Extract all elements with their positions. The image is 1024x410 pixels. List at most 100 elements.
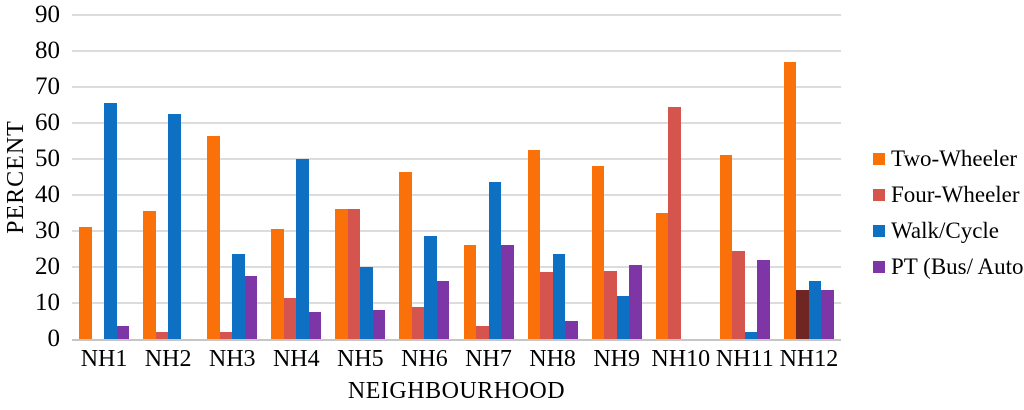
x-tick-label: NH2 (144, 346, 192, 372)
bar (411, 306, 425, 339)
bar-group (136, 15, 200, 339)
bar (347, 209, 361, 339)
bar (219, 331, 233, 339)
bar (821, 290, 834, 339)
grid-line (72, 158, 841, 160)
bar (296, 159, 309, 339)
x-tick-label: NH1 (80, 346, 128, 372)
x-tick-label: NH4 (272, 346, 320, 372)
bar-groups (72, 15, 841, 339)
y-tick-label: 70 (35, 73, 60, 100)
bar (719, 155, 733, 339)
legend-item: Four-Wheeler (873, 182, 1024, 208)
bar (232, 254, 245, 339)
x-tick-label: NH9 (593, 346, 640, 372)
x-tick-label: NH12 (779, 346, 839, 372)
bar (335, 209, 348, 339)
bar (552, 254, 566, 339)
legend-label: PT (Bus/ Auto) (891, 254, 1024, 279)
grid-line (72, 230, 841, 232)
legend-swatch (873, 261, 885, 273)
grid-line (72, 302, 841, 304)
y-tick-label: 20 (35, 253, 60, 280)
bar (668, 106, 681, 339)
grid-line (72, 122, 841, 124)
x-axis-line (72, 339, 841, 341)
x-tick-label: NH11 (715, 346, 774, 372)
legend-label: Four-Wheeler (891, 182, 1020, 207)
bar (271, 229, 284, 339)
y-tick-label: 0 (47, 325, 61, 352)
plot-area (72, 14, 841, 341)
bar-group (456, 15, 520, 339)
x-tick-label: NH8 (529, 346, 576, 372)
grid-line (72, 50, 841, 52)
bar-group (777, 15, 841, 339)
bar (591, 166, 605, 339)
bar-group (264, 15, 328, 339)
x-tick-label: NH6 (401, 346, 448, 372)
bar-group (72, 15, 136, 339)
bar (540, 272, 553, 339)
y-tick-label: 90 (35, 1, 60, 28)
legend-swatch (873, 225, 885, 237)
y-tick-label: 80 (35, 37, 60, 64)
grid-line (72, 86, 841, 88)
x-tick-label: NH3 (208, 346, 256, 372)
bar (757, 259, 770, 339)
grid-line (72, 14, 841, 16)
legend-item: Walk/Cycle (873, 218, 1024, 244)
bar (244, 276, 258, 339)
bar-group (649, 15, 713, 339)
bar (488, 182, 501, 339)
grid-line (72, 194, 841, 196)
bar (796, 290, 809, 339)
bar-group (392, 15, 456, 339)
bar (476, 326, 489, 339)
bar (629, 265, 642, 339)
bar (616, 295, 630, 339)
legend-label: Walk/Cycle (891, 218, 1000, 243)
bar (655, 213, 669, 339)
legend-swatch (873, 189, 885, 201)
bar (155, 331, 169, 339)
legend-swatch (873, 153, 885, 165)
legend-label: Two-Wheeler (891, 146, 1018, 171)
y-tick-label: 40 (35, 181, 60, 208)
legend-item: Two-Wheeler (873, 146, 1024, 172)
legend: Two-Wheeler Four-Wheeler Walk/Cycle PT (Bus… (873, 146, 1024, 290)
bar (143, 211, 156, 339)
grid-line (72, 266, 841, 268)
bar (783, 61, 797, 339)
x-tick-label: NH10 (651, 346, 711, 372)
y-tick-label: 50 (35, 145, 60, 172)
bar (283, 297, 297, 339)
bar (565, 321, 578, 339)
bar (372, 310, 386, 339)
bar (527, 150, 541, 339)
bar (308, 312, 322, 339)
bar (399, 171, 412, 339)
bar (604, 270, 617, 339)
bar (424, 236, 437, 339)
bar (501, 245, 514, 339)
bar-group (521, 15, 585, 339)
bar-group (713, 15, 777, 339)
bar-group (585, 15, 649, 339)
bar (116, 326, 130, 339)
y-tick-label: 10 (35, 289, 60, 316)
bar (207, 135, 220, 339)
x-axis-tick-labels: NH1 NH2 NH3 NH4 NH5 NH6 NH7 NH8 NH9 NH10 NH11 NH12 (72, 346, 841, 372)
bar (463, 245, 476, 339)
y-tick-label: 30 (35, 217, 60, 244)
x-tick-label: NH7 (465, 346, 512, 372)
bar-group (200, 15, 264, 339)
x-axis-title: NEIGHBOURHOOD (347, 378, 566, 404)
bar (360, 267, 373, 339)
bar (808, 281, 822, 339)
legend-item: PT (Bus/ Auto) (873, 254, 1024, 280)
x-tick-label: NH5 (337, 346, 384, 372)
bar (168, 114, 181, 339)
bar (79, 227, 92, 339)
